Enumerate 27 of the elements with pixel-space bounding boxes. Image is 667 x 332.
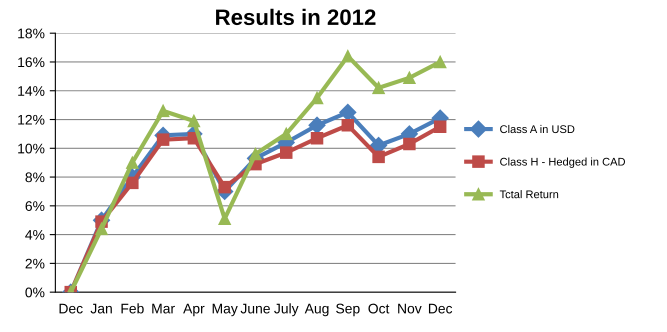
x-tick-label: Aug (304, 304, 328, 316)
x-tick-label: Jan (90, 304, 112, 314)
y-tick-label: 12% (18, 114, 44, 125)
x-tick-label: July (274, 303, 299, 316)
x-tick-label: Dec (60, 304, 83, 314)
y-tick-label: 0% (25, 287, 44, 298)
legend-label: Tctal Return (500, 190, 558, 198)
x-tick-label: Dec (428, 304, 452, 314)
x-tick-label: June (240, 304, 270, 314)
x-tick-label: Oct (368, 304, 390, 314)
legend-label: Class H - Hedged in CAD (500, 158, 626, 168)
legend-label: Class A in USD (500, 124, 574, 134)
x-tick-label: Feb (121, 303, 144, 314)
y-tick-label: 18% (18, 28, 44, 38)
x-tick-label: Nov (398, 304, 422, 314)
x-tick-label: Apr (183, 304, 204, 316)
y-tick-label: 4% (25, 230, 44, 240)
y-tick-label: 16% (18, 57, 44, 68)
y-tick-label: 10% (18, 144, 44, 154)
chart-title: Results in 2012 (216, 8, 376, 26)
x-tick-label: May (212, 304, 238, 316)
x-tick-label: Mar (152, 304, 175, 314)
y-tick-label: 2% (26, 258, 44, 268)
y-tick-label: 6% (26, 201, 44, 212)
x-tick-label: Sep (336, 304, 360, 316)
y-tick-label: 8% (25, 172, 44, 182)
y-tick-label: 14% (18, 86, 44, 96)
